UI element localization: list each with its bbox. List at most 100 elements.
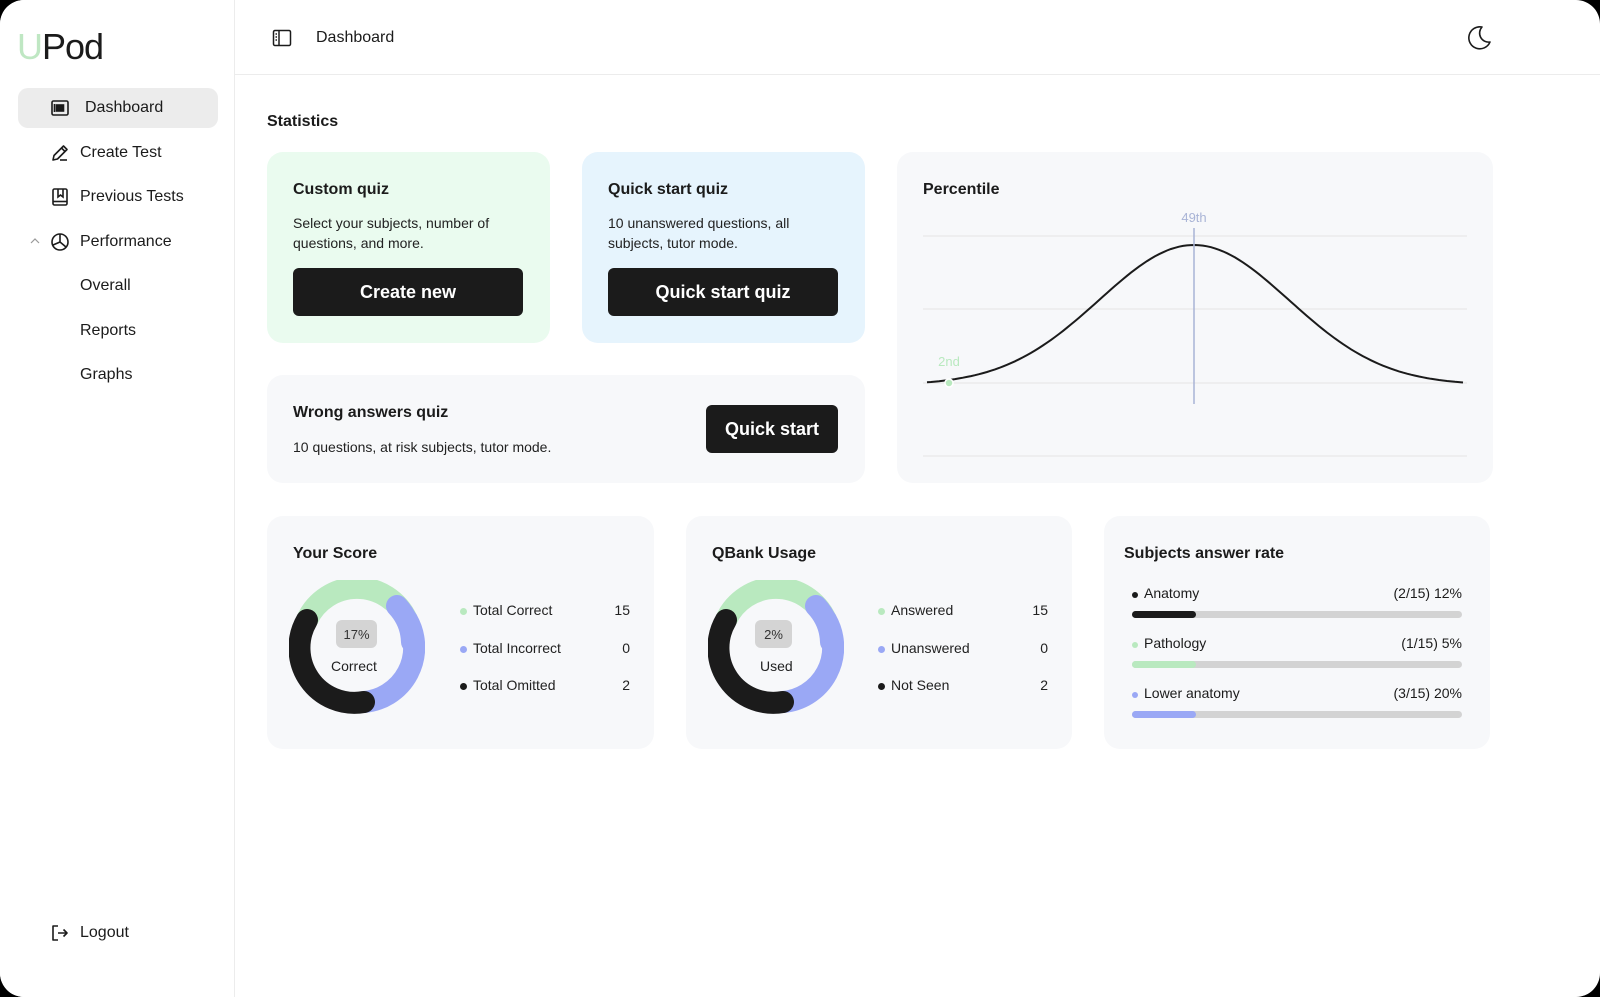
moon-icon[interactable] (1465, 24, 1493, 52)
donut-segment-unanswered-cap (805, 595, 842, 653)
custom-quiz-card: Custom quiz Select your subjects, number… (267, 152, 550, 343)
legend-dot (460, 683, 467, 690)
sidebar-item-label: Dashboard (85, 99, 164, 116)
top-header: Dashboard (235, 0, 1600, 75)
legend-value: 2 (1040, 677, 1048, 693)
percentile-card: Percentile 49th 2nd (897, 152, 1493, 483)
legend-dot (460, 608, 467, 615)
subject-row: Anatomy (2/15) 12% (1132, 585, 1462, 625)
quick-start-button[interactable]: Quick start (706, 405, 838, 453)
quick-start-quiz-button[interactable]: Quick start quiz (608, 268, 838, 316)
qbank-usage-card: QBank Usage 2% Used Answered 15 Unanswer… (686, 516, 1072, 749)
quick-start-quiz-card: Quick start quiz 10 unanswered questions… (582, 152, 865, 343)
subject-rate: (2/15) 12% (1393, 585, 1462, 601)
logo-first-letter: U (17, 26, 43, 67)
subjects-answer-rate-card: Subjects answer rate Anatomy (2/15) 12% Pa… (1104, 516, 1490, 749)
sidebar-item-label: Create Test (80, 143, 162, 161)
wrong-answers-quiz-card: Wrong answers quiz 10 questions, at risk… (267, 375, 865, 483)
sidebar-subitem-overall[interactable]: Overall (18, 266, 218, 306)
sidebar-subitem-reports[interactable]: Reports (18, 311, 218, 351)
subject-rate: (1/15) 5% (1401, 635, 1462, 651)
dashboard-icon (51, 100, 69, 116)
subject-row: Pathology (1/15) 5% (1132, 635, 1462, 675)
card-title: Quick start quiz (608, 181, 729, 198)
donut-segment-omitted (289, 609, 375, 714)
create-new-button[interactable]: Create new (293, 268, 523, 316)
legend-label: Answered (891, 602, 954, 618)
sidebar-nav: Dashboard Create Test Previous Tests (18, 88, 218, 400)
card-title: Subjects answer rate (1124, 545, 1285, 562)
qbank-percentage-pill: 2% (755, 620, 792, 648)
breadcrumb: Dashboard (316, 29, 395, 46)
legend-label: Total Correct (473, 602, 553, 618)
sidebar-item-performance[interactable]: Performance (18, 222, 218, 262)
score-center-label: Correct (331, 658, 377, 674)
subject-progress-track (1132, 611, 1462, 618)
legend-dot (460, 646, 467, 653)
subject-name: Pathology (1144, 635, 1207, 651)
qbank-center-label: Used (760, 658, 793, 674)
sidebar-item-label: Previous Tests (80, 188, 184, 205)
score-donut-chart (289, 580, 425, 714)
subject-dot (1132, 692, 1138, 698)
logo-rest: Pod (42, 26, 104, 67)
subject-progress-fill (1132, 711, 1197, 718)
subject-name: Anatomy (1144, 585, 1200, 601)
bookmark-book-icon (52, 188, 68, 206)
logout-icon (52, 925, 68, 941)
logout-label: Logout (80, 924, 129, 941)
legend-label: Total Omitted (473, 677, 556, 693)
subject-progress-fill (1132, 611, 1197, 618)
legend-dot (878, 608, 885, 615)
legend-label: Not Seen (891, 677, 950, 693)
card-description: Select your subjects, number of question… (293, 215, 490, 251)
percentile-marker-label: 49th (1181, 210, 1206, 225)
card-title: Your Score (293, 545, 378, 562)
pie-chart-icon (51, 232, 69, 251)
card-title: Custom quiz (293, 181, 389, 198)
donut-segment-incorrect-cap (386, 595, 423, 653)
subject-dot (1132, 592, 1138, 598)
card-title: Wrong answers quiz (293, 404, 449, 421)
card-title: Percentile (923, 181, 1000, 198)
legend-label: Total Incorrect (473, 640, 561, 656)
subject-progress-track (1132, 661, 1462, 668)
sidebar-subitem-label: Reports (80, 321, 137, 339)
logout-button[interactable]: Logout (18, 913, 218, 953)
legend-value: 0 (1040, 640, 1048, 656)
subject-progress-track (1132, 711, 1462, 718)
legend-value: 15 (614, 602, 630, 618)
sidebar-item-dashboard[interactable]: Dashboard (18, 88, 218, 128)
your-score-card: Your Score 17% Correct Total Correct 15 … (267, 516, 654, 749)
legend-dot (878, 646, 885, 653)
legend-label: Unanswered (891, 640, 970, 656)
bell-curve-line (926, 243, 1464, 384)
sidebar: U Pod Dashboard Create Test (0, 0, 235, 997)
sidebar-item-previous-tests[interactable]: Previous Tests (18, 177, 218, 217)
subject-row: Lower anatomy (3/15) 20% (1132, 685, 1462, 725)
sidebar-subitem-label: Graphs (80, 366, 133, 383)
legend-dot (878, 683, 885, 690)
legend-value: 2 (622, 677, 630, 693)
sidebar-toggle-icon[interactable] (272, 28, 292, 48)
sidebar-subitem-graphs[interactable]: Graphs (18, 355, 218, 395)
percentile-chart: 49th 2nd (923, 210, 1467, 457)
score-percentage-pill: 17% (336, 620, 377, 648)
section-title: Statistics (267, 113, 339, 130)
donut-segment-not-seen (708, 609, 794, 714)
chevron-up-icon[interactable] (29, 235, 41, 247)
sidebar-item-label: Performance (80, 232, 172, 250)
start-point (944, 378, 954, 388)
pencil-icon (52, 144, 68, 161)
sidebar-subitem-label: Overall (80, 277, 131, 294)
subject-dot (1132, 642, 1138, 648)
start-point-label: 2nd (938, 354, 960, 369)
qbank-donut-chart (708, 580, 844, 714)
legend-value: 0 (622, 640, 630, 656)
logo[interactable]: U Pod (17, 26, 127, 67)
legend-value: 15 (1032, 602, 1048, 618)
sidebar-item-create-test[interactable]: Create Test (18, 133, 218, 173)
card-description: 10 questions, at risk subjects, tutor mo… (293, 439, 552, 455)
subject-name: Lower anatomy (1144, 685, 1240, 701)
